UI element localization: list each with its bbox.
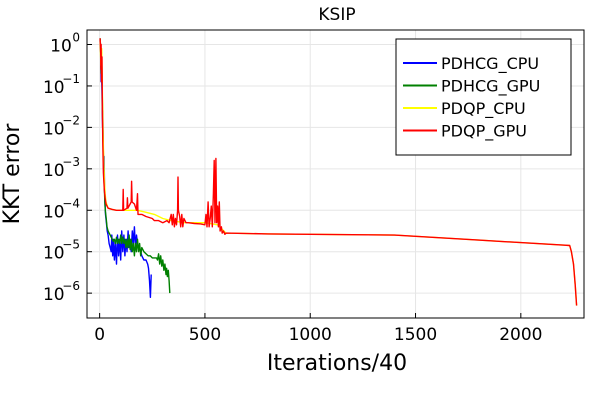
legend-label: PDQP_GPU [441,122,527,142]
y-tick-label: 10 [43,161,65,181]
y-tick-label: 10 [43,119,65,139]
legend-label: PDQP_CPU [441,99,526,119]
chart-title: KSIP [318,5,355,25]
y-tick-exponent: −6 [62,279,80,293]
legend-label: PDHCG_CPU [441,54,539,74]
x-tick-label: 1500 [394,325,437,345]
y-tick-label: 10 [43,285,65,305]
x-tick-label: 500 [189,325,221,345]
x-tick-label: 1000 [289,325,332,345]
y-tick-exponent: −4 [62,196,80,210]
y-axis-label: KKT error [0,123,25,225]
y-tick-exponent: 0 [72,31,80,45]
legend-box [395,38,572,156]
y-tick-label: 10 [43,244,65,264]
x-axis-label: Iterations/40 [267,351,407,376]
x-tick-label: 0 [94,325,105,345]
series-line-pdqp-gpu [99,38,578,306]
y-tick-exponent: −5 [62,238,80,252]
y-tick-label: 10 [43,78,65,98]
y-tick-label: 10 [43,202,65,222]
y-tick-label: 10 [50,37,72,57]
series-line-pdhcg-gpu [99,38,171,294]
y-tick-exponent: −2 [62,113,80,127]
y-axis: 010−110−210−310−410−510−610 [43,31,92,305]
y-tick-exponent: −1 [62,72,80,86]
y-tick-exponent: −3 [62,155,80,169]
series-group [99,38,578,306]
plot-frame [86,29,585,319]
x-axis: 0 500 1000 1500 2000 [94,313,542,345]
grid [87,30,584,318]
x-tick-label: 2000 [499,325,542,345]
legend-label: PDHCG_GPU [441,77,540,97]
